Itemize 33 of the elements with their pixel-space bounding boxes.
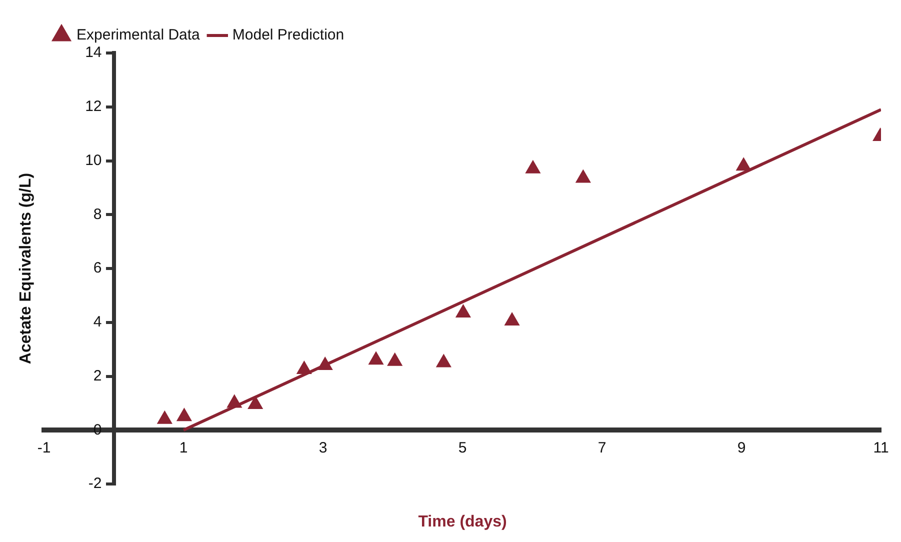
x-tick-label: 11 bbox=[873, 439, 889, 456]
point bbox=[456, 304, 471, 318]
y-tick-label: 6 bbox=[93, 260, 102, 277]
x-tick-label: -1 bbox=[37, 439, 51, 456]
y-axis-title: Acetate Equivalents (g/L) bbox=[17, 172, 34, 364]
x-tick-label: 3 bbox=[318, 439, 328, 456]
x-axis-title: Time (days) bbox=[418, 513, 507, 530]
point bbox=[436, 354, 452, 368]
x-tick-label: 9 bbox=[737, 439, 746, 456]
legend-label: Experimental Data bbox=[76, 26, 201, 44]
y-tick-label: -2 bbox=[88, 475, 102, 492]
point bbox=[318, 356, 333, 370]
point bbox=[576, 170, 591, 183]
y-tick-label: 4 bbox=[93, 314, 102, 331]
y-tick-label: 10 bbox=[85, 152, 102, 169]
x-tick-label: 5 bbox=[458, 439, 467, 456]
point bbox=[157, 410, 172, 424]
y-tick-label: 12 bbox=[85, 98, 102, 116]
y-tick-label: 2 bbox=[93, 367, 102, 384]
legend-label: Model Prediction bbox=[232, 26, 344, 44]
y-tick-label: 8 bbox=[93, 206, 102, 223]
x-tick-label: 1 bbox=[179, 439, 188, 456]
point bbox=[176, 408, 192, 422]
point bbox=[248, 396, 263, 410]
point bbox=[387, 352, 402, 366]
point bbox=[736, 158, 752, 171]
point bbox=[526, 160, 540, 174]
x-tick-label: 7 bbox=[598, 439, 606, 456]
y-tick-label: 14 bbox=[85, 44, 102, 62]
point bbox=[368, 352, 384, 365]
point bbox=[226, 394, 242, 408]
point bbox=[296, 361, 312, 374]
point bbox=[504, 312, 520, 326]
